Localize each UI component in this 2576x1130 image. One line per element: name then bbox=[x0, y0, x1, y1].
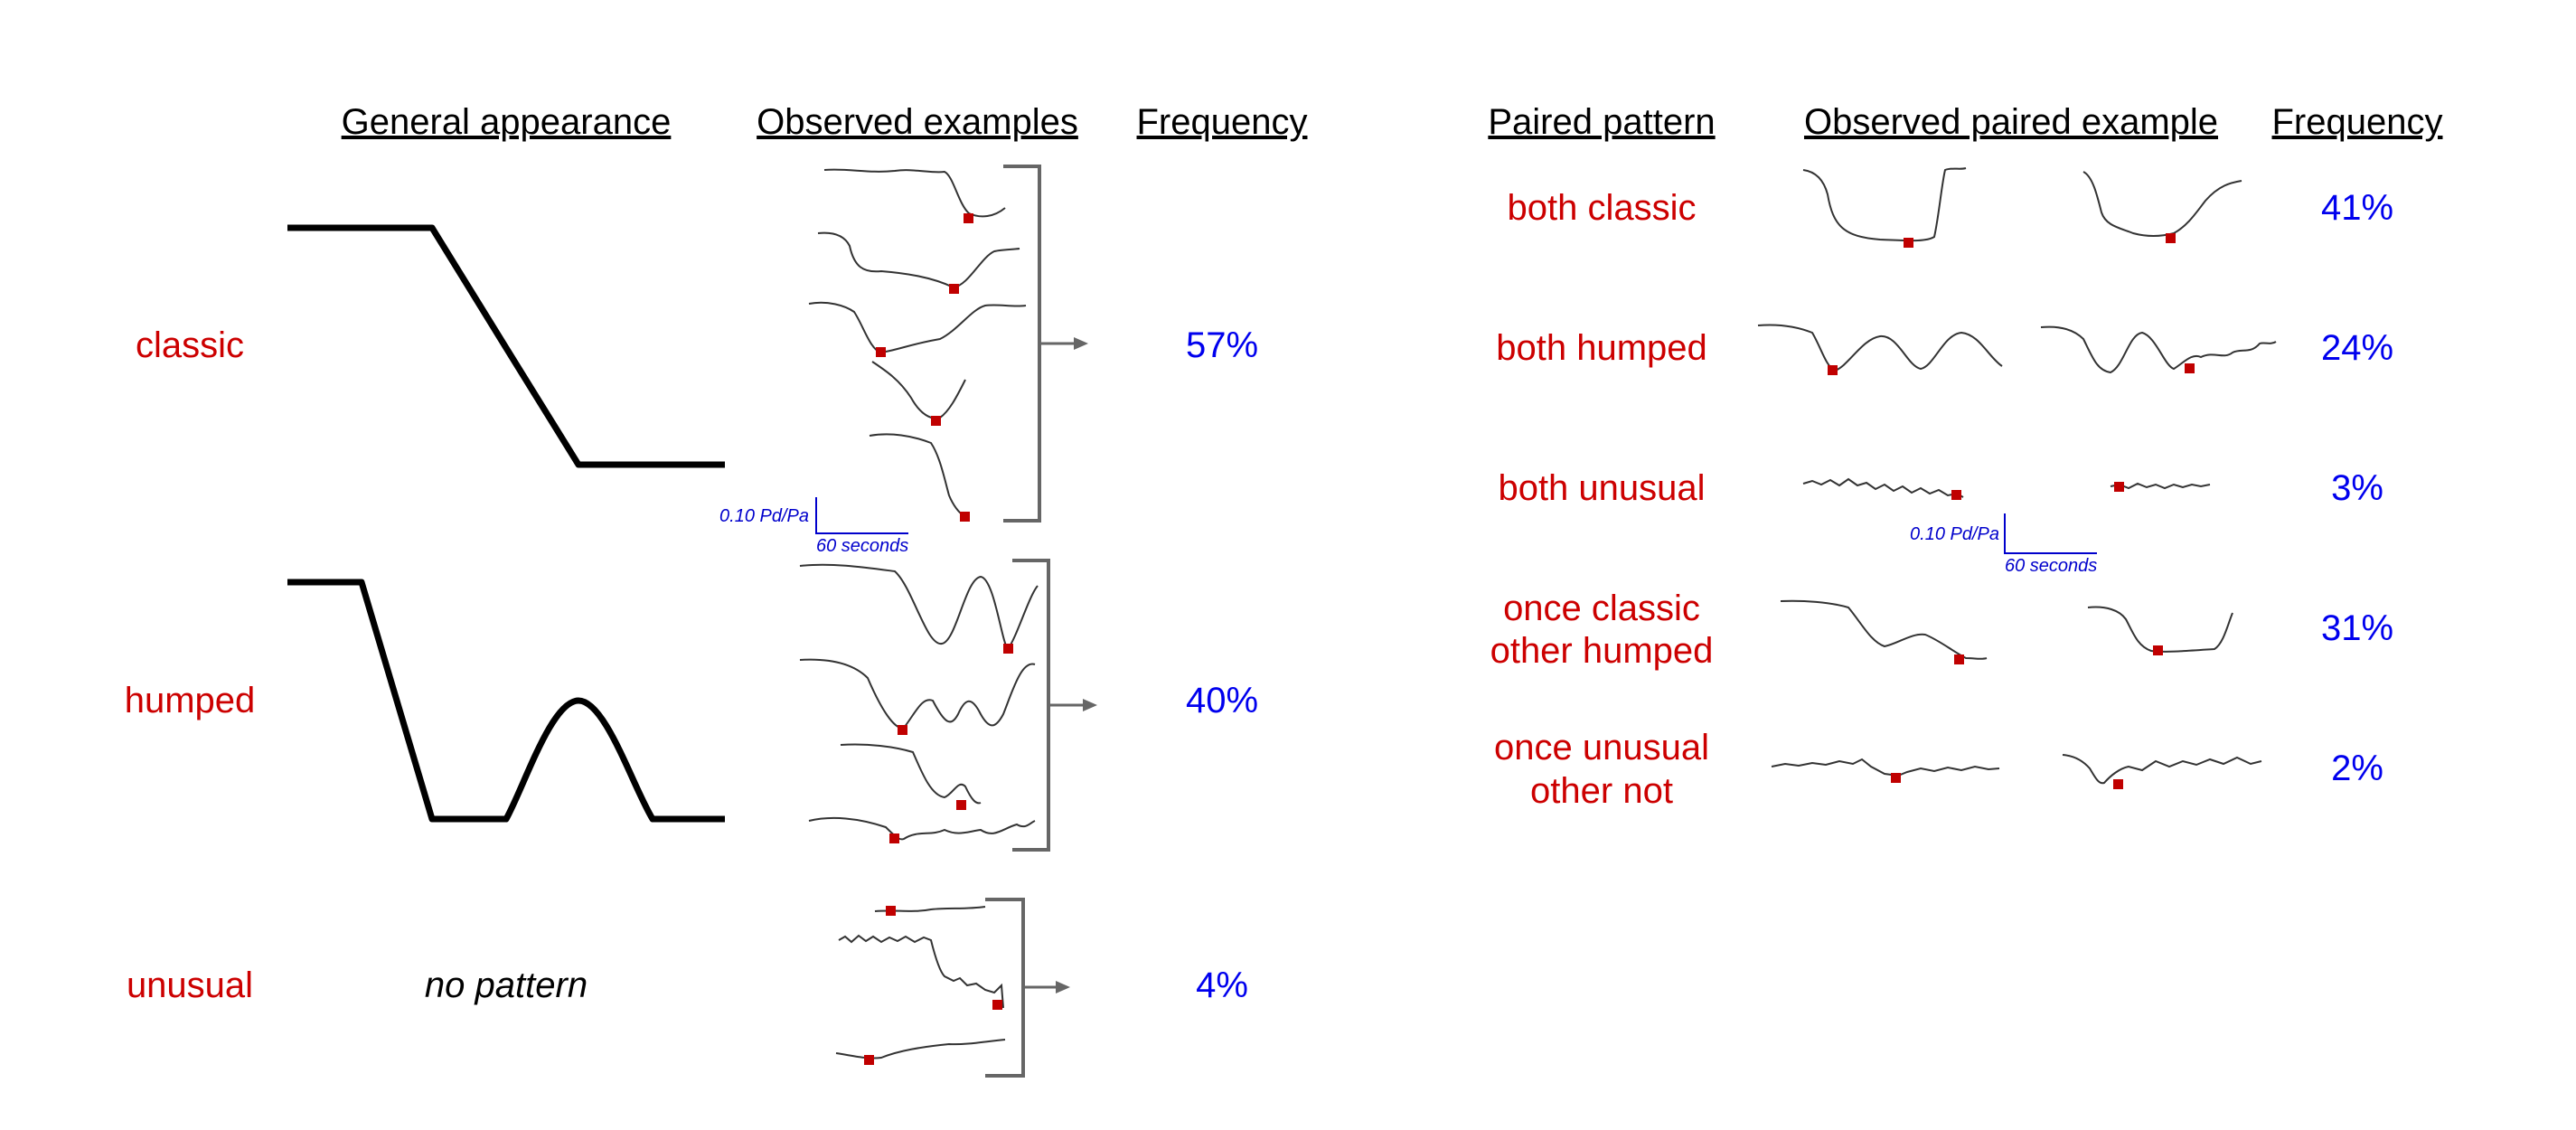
min-marker bbox=[2166, 233, 2176, 243]
arrow-head bbox=[1056, 981, 1070, 993]
frequency-both-classic: 41% bbox=[2321, 188, 2393, 228]
humped-shape bbox=[287, 579, 725, 823]
classic-examples bbox=[808, 168, 1027, 522]
header-frequency-left: Frequency bbox=[1137, 102, 1308, 142]
trace bbox=[835, 1039, 1006, 1059]
frequency-both-unusual: 3% bbox=[2331, 468, 2383, 508]
frequency-once-unusual: 2% bbox=[2331, 749, 2383, 788]
min-marker bbox=[931, 416, 941, 426]
frequency-once-classic: 31% bbox=[2321, 608, 2393, 648]
pattern-once-classic: once classic bbox=[1503, 589, 1700, 628]
trace bbox=[808, 816, 1036, 841]
trace bbox=[799, 563, 1039, 651]
trace bbox=[869, 433, 966, 518]
pattern-both-humped: both humped bbox=[1496, 328, 1707, 368]
category-classic: classic bbox=[136, 325, 244, 365]
scale-y-label: 0.10 Pd/Pa bbox=[1910, 524, 1999, 544]
category-humped: humped bbox=[125, 681, 256, 720]
min-marker bbox=[1828, 365, 1838, 375]
humped-examples bbox=[799, 563, 1039, 843]
trace bbox=[840, 743, 982, 805]
frequency-humped: 40% bbox=[1186, 681, 1258, 720]
pattern-both-unusual: both unusual bbox=[1498, 468, 1705, 508]
frequency-classic: 57% bbox=[1186, 325, 1258, 365]
min-marker bbox=[886, 906, 896, 916]
trace bbox=[1802, 477, 1964, 498]
trace bbox=[838, 934, 1004, 1009]
paired-both-classic bbox=[1802, 167, 2242, 248]
frequency-both-humped: 24% bbox=[2321, 328, 2393, 368]
arrow-head bbox=[1074, 337, 1088, 350]
trace bbox=[1780, 599, 1988, 660]
header-general-appearance: General appearance bbox=[342, 102, 672, 142]
trace bbox=[799, 658, 1036, 730]
pattern-once-unusual: once unusual bbox=[1494, 728, 1709, 767]
trace bbox=[871, 361, 966, 419]
min-marker bbox=[949, 284, 959, 294]
right-scale-bar: 0.10 Pd/Pa 60 seconds bbox=[1910, 513, 2097, 576]
scale-x-label: 60 seconds bbox=[2005, 556, 2097, 576]
min-marker bbox=[2113, 779, 2123, 789]
pattern-other-humped: other humped bbox=[1490, 631, 1714, 671]
min-marker bbox=[2114, 482, 2124, 492]
trace bbox=[2087, 606, 2233, 653]
frequency-unusual: 4% bbox=[1196, 965, 1248, 1005]
trace bbox=[808, 301, 1027, 354]
min-marker bbox=[1904, 238, 1913, 248]
header-frequency-right: Frequency bbox=[2272, 102, 2443, 142]
scale-x-label: 60 seconds bbox=[816, 536, 908, 556]
min-marker bbox=[1954, 654, 1964, 664]
trace bbox=[1771, 758, 2000, 777]
min-marker bbox=[960, 512, 970, 522]
min-marker bbox=[889, 833, 899, 843]
min-marker bbox=[1003, 644, 1013, 654]
min-marker bbox=[864, 1055, 874, 1065]
pattern-both-classic: both classic bbox=[1508, 188, 1697, 228]
trace bbox=[817, 231, 1020, 289]
min-marker bbox=[898, 725, 907, 735]
min-marker bbox=[876, 347, 886, 357]
header-observed-examples: Observed examples bbox=[757, 102, 1078, 142]
category-unusual: unusual bbox=[127, 965, 253, 1005]
trace bbox=[2040, 325, 2277, 374]
no-pattern-label: no pattern bbox=[425, 965, 588, 1005]
trace bbox=[1802, 167, 1967, 242]
min-marker bbox=[956, 800, 966, 810]
trace bbox=[2082, 171, 2242, 237]
min-marker bbox=[1951, 490, 1961, 500]
unusual-bracket bbox=[985, 898, 1025, 1078]
header-observed-paired-example: Observed paired example bbox=[1804, 102, 2218, 142]
trace bbox=[2062, 754, 2262, 785]
arrow-head bbox=[1083, 699, 1097, 711]
min-marker bbox=[992, 1000, 1002, 1010]
classic-shape bbox=[287, 224, 725, 468]
paired-once-classic bbox=[1780, 599, 2233, 664]
trace bbox=[823, 168, 1006, 218]
unusual-examples bbox=[835, 906, 1006, 1065]
pattern-other-not: other not bbox=[1530, 771, 1673, 811]
classic-bracket bbox=[1003, 165, 1041, 523]
min-marker bbox=[1891, 773, 1901, 783]
paired-both-humped bbox=[1757, 324, 2277, 375]
trace bbox=[1757, 324, 2003, 372]
trace bbox=[2110, 482, 2211, 490]
left-scale-bar: 0.10 Pd/Pa 60 seconds bbox=[719, 497, 908, 556]
header-paired-pattern: Paired pattern bbox=[1488, 102, 1715, 142]
min-marker bbox=[2153, 645, 2163, 655]
humped-bracket bbox=[1012, 559, 1050, 852]
paired-once-unusual bbox=[1771, 754, 2262, 789]
min-marker bbox=[2185, 363, 2195, 373]
min-marker bbox=[964, 213, 973, 223]
paired-both-unusual bbox=[1802, 477, 2211, 500]
scale-y-label: 0.10 Pd/Pa bbox=[719, 506, 809, 526]
